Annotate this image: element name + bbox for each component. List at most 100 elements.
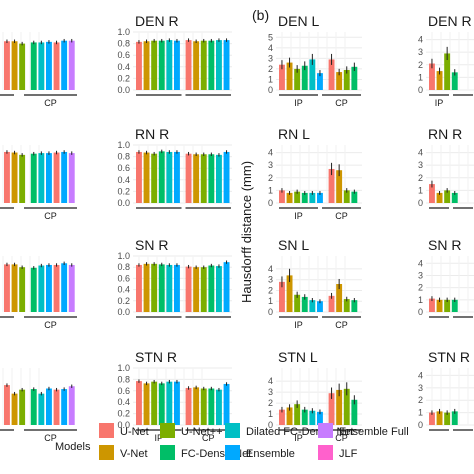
group-label: CP bbox=[202, 433, 215, 443]
y-tick-label: 4 bbox=[418, 370, 423, 380]
y-tick-label: 0 bbox=[418, 198, 423, 208]
bar bbox=[4, 385, 10, 425]
bar bbox=[4, 41, 10, 90]
bar bbox=[223, 151, 230, 203]
bar bbox=[444, 190, 451, 203]
bar bbox=[4, 151, 10, 203]
y-tick-label: 3 bbox=[418, 270, 423, 280]
bar bbox=[279, 64, 285, 90]
bar bbox=[429, 298, 435, 312]
y-axis-title: Hausdorff distance (mm) bbox=[239, 161, 254, 303]
panel-b-16: 0 1 2 3 4 STN R bbox=[418, 349, 474, 431]
y-tick-label: 0.8 bbox=[117, 39, 130, 49]
bar bbox=[301, 192, 308, 203]
legend-label: Ensemble bbox=[246, 448, 295, 460]
bar bbox=[436, 71, 443, 90]
bar bbox=[4, 264, 10, 312]
bar bbox=[317, 301, 323, 312]
y-tick-label: 1.0 bbox=[117, 363, 130, 373]
panel-title: STN R bbox=[135, 349, 177, 365]
bar bbox=[343, 69, 350, 90]
y-tick-label: 4 bbox=[268, 148, 273, 158]
bar bbox=[174, 151, 180, 203]
bar bbox=[185, 153, 192, 203]
group-label: CP bbox=[44, 320, 57, 330]
bar bbox=[200, 267, 207, 312]
y-tick-label: 0.0 bbox=[117, 198, 130, 208]
bar bbox=[444, 412, 451, 425]
group-label: CP bbox=[44, 211, 57, 221]
bar bbox=[317, 73, 323, 90]
bar bbox=[200, 388, 207, 425]
bar bbox=[68, 40, 75, 90]
bar bbox=[351, 399, 358, 425]
bar bbox=[429, 412, 435, 425]
bar bbox=[136, 264, 142, 312]
bar bbox=[336, 389, 343, 425]
bar bbox=[158, 264, 165, 312]
bar bbox=[143, 41, 150, 90]
bar bbox=[279, 190, 285, 203]
y-tick-label: 2 bbox=[418, 173, 423, 183]
y-tick-label: 0.0 bbox=[117, 307, 130, 317]
panel-a-2: 0.0 0.20.4 0.60.8 1.0 DEN R bbox=[117, 13, 232, 96]
bar bbox=[185, 40, 192, 90]
panel-b-12: 0 1 2 3 4 SN R bbox=[418, 237, 474, 318]
bar bbox=[286, 62, 293, 90]
y-tick-label: 2 bbox=[268, 285, 273, 295]
panel-label-b: (b) bbox=[252, 7, 269, 23]
y-tick-label: 0 bbox=[268, 85, 273, 95]
bar bbox=[317, 192, 323, 203]
y-tick-label: 2 bbox=[418, 60, 423, 70]
y-tick-label: 0.4 bbox=[117, 285, 130, 295]
y-tick-label: 2 bbox=[418, 395, 423, 405]
y-tick-label: 2 bbox=[268, 64, 273, 74]
bar bbox=[429, 63, 435, 90]
y-tick-label: 4 bbox=[268, 376, 273, 386]
bar bbox=[61, 263, 68, 312]
y-tick-label: 3 bbox=[418, 47, 423, 57]
bar bbox=[351, 300, 358, 312]
panel-a-14: 0.00.2 0.40.6 0.81.0 STN R IP CP bbox=[117, 349, 232, 443]
bar bbox=[19, 154, 26, 203]
bar bbox=[279, 409, 285, 425]
panel-a-10: 0.00.20.4 0.60.81.0 SN R bbox=[117, 237, 232, 318]
bar bbox=[174, 381, 180, 425]
bar bbox=[336, 72, 343, 90]
bar bbox=[343, 299, 350, 312]
bar bbox=[216, 154, 222, 203]
bar bbox=[444, 299, 451, 312]
y-tick-label: 3 bbox=[268, 53, 273, 63]
bar bbox=[61, 151, 68, 203]
panel-title: SN L bbox=[278, 237, 309, 253]
bar bbox=[279, 281, 285, 312]
bar bbox=[200, 40, 207, 90]
y-tick-label: 3 bbox=[268, 160, 273, 170]
bar bbox=[38, 153, 45, 203]
y-tick-label: 3 bbox=[418, 383, 423, 393]
y-tick-label: 0.8 bbox=[117, 374, 130, 384]
y-tick-label: 0.2 bbox=[117, 186, 130, 196]
bar bbox=[208, 388, 215, 425]
bar bbox=[444, 53, 451, 90]
y-tick-label: 2 bbox=[268, 398, 273, 408]
y-tick-label: 1 bbox=[418, 295, 423, 305]
bar bbox=[216, 389, 222, 425]
y-tick-label: 0.6 bbox=[117, 386, 130, 396]
group-label: CP bbox=[335, 320, 348, 330]
bar bbox=[223, 383, 230, 425]
bar bbox=[200, 154, 207, 203]
legend: Models U-Net V-Net U-Net++ FC-Dense Net Dilat… bbox=[55, 423, 409, 460]
bar bbox=[328, 295, 335, 312]
y-tick-label: 3 bbox=[268, 387, 273, 397]
bar bbox=[19, 267, 26, 312]
bar bbox=[151, 381, 158, 425]
group-label: CP bbox=[335, 211, 348, 221]
y-tick-label: 4 bbox=[418, 258, 423, 268]
bar bbox=[336, 284, 343, 312]
bar bbox=[30, 267, 37, 312]
bar bbox=[301, 409, 308, 425]
bar bbox=[46, 388, 52, 425]
y-tick-label: 0.6 bbox=[117, 163, 130, 173]
